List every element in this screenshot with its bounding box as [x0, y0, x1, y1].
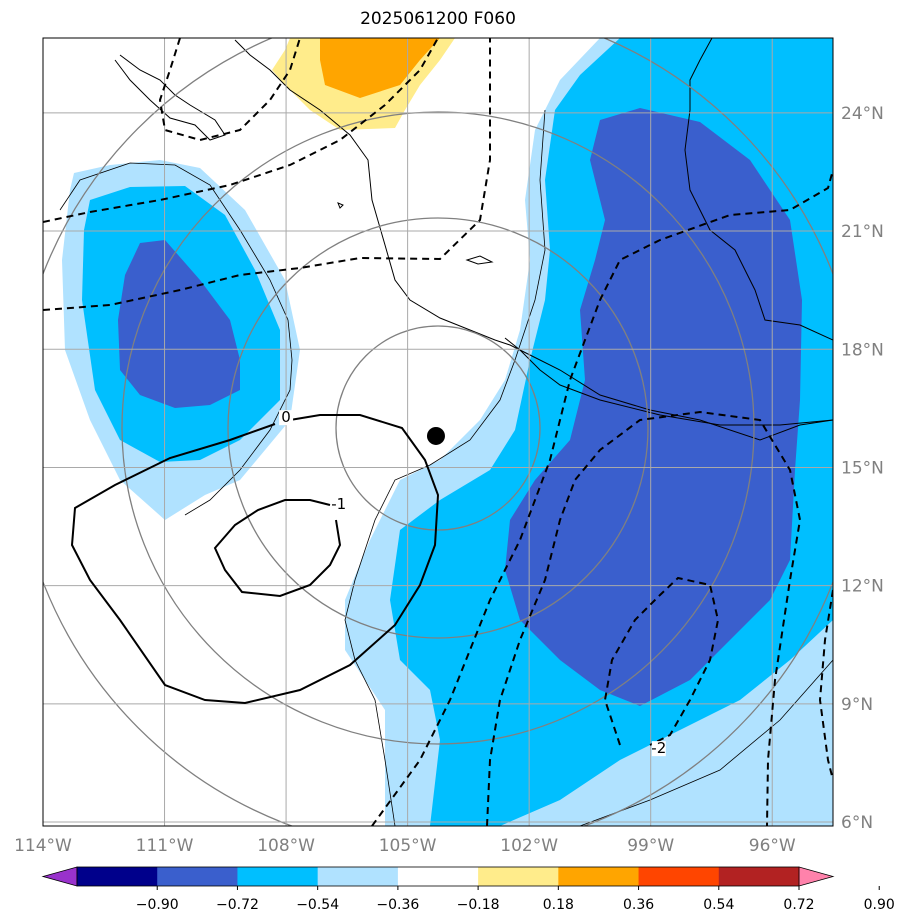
contour-labels: 0 -1 -2: [279, 408, 666, 757]
range-ring: [227, 217, 649, 639]
coastline-mexico-pacific: [234, 39, 833, 441]
colorbar-segment: [77, 867, 158, 886]
colorbar-segment: [718, 867, 800, 886]
colorbar-tick-label: −0.36: [376, 897, 419, 913]
storm-center-marker: [426, 426, 445, 445]
dashed-contour: [43, 38, 491, 311]
colorbar-tick-label: −0.72: [216, 897, 259, 913]
range-rings: [43, 38, 833, 826]
longitude-tick-label: 108°W: [257, 836, 315, 856]
contour-zero: [70, 414, 440, 705]
grid-lines: [43, 38, 833, 826]
longitude-tick-label: 111°W: [136, 836, 194, 856]
latitude-tick-label: 9°N: [841, 695, 873, 715]
filled-contours: [62, 38, 833, 826]
colorbar-segment: [317, 867, 399, 886]
dashed-contour: [371, 169, 833, 826]
latitude-tick-label: 24°N: [841, 104, 884, 124]
range-ring: [121, 111, 755, 745]
colorbar-tick-label: 0.90: [864, 897, 895, 913]
contour-label-background: [331, 496, 346, 512]
dashed-contours: [43, 38, 833, 826]
contour-label: -1: [331, 495, 346, 513]
longitude-tick-label: 102°W: [500, 836, 558, 856]
colorbar-extend-min: [41, 866, 78, 887]
solid-contours: [70, 414, 440, 705]
colorbar-tick-label: −0.18: [457, 897, 500, 913]
contour-label: 0: [281, 408, 291, 426]
coastline-baja: [114, 54, 226, 141]
map-plot-area: 0 -1 -2: [43, 38, 833, 826]
contour-minus-one: [213, 499, 342, 598]
coastline-gulf: [684, 38, 833, 341]
fill-orange: [320, 38, 440, 98]
longitude-tick-label: 99°W: [627, 836, 674, 856]
coastline-central-america: [504, 337, 833, 426]
latitude-tick-label: 12°N: [841, 577, 884, 597]
colorbar-segment: [558, 867, 640, 886]
dashed-contour: [43, 38, 439, 223]
latitude-labels: 6°N 9°N 12°N 15°N 18°N 21°N 24°N: [841, 104, 884, 833]
range-ring: [335, 325, 541, 531]
colorbar-extend-max: [798, 866, 835, 887]
colorbar-tick-label: 0.18: [543, 897, 574, 913]
contour-label-background: [651, 741, 666, 757]
colorbar-outline: [76, 866, 800, 887]
map-title: 2025061200 F060: [360, 9, 516, 29]
dashed-contour: [603, 576, 720, 746]
colorbar-tick-label: −0.54: [296, 897, 339, 913]
fill-royal-blue: [118, 240, 240, 408]
coastline-inner-thin: [344, 109, 546, 826]
coastline-east-grey-region: [59, 162, 293, 516]
fill-royal-blue: [505, 108, 802, 706]
colorbar-tick-label: 0.54: [703, 897, 734, 913]
colorbar-segment: [478, 867, 559, 886]
coastlines: [59, 38, 833, 826]
colorbar-segment: [638, 867, 720, 886]
latitude-tick-label: 6°N: [841, 813, 873, 833]
longitude-tick-label: 105°W: [379, 836, 437, 856]
contour-label: -2: [651, 739, 666, 757]
dashed-contour: [486, 410, 802, 826]
colorbar: −0.90 −0.72 −0.54 −0.36 −0.18 0.18 0.36 0.54 0.7…: [41, 866, 895, 913]
contour-label-background: [279, 410, 294, 426]
longitude-labels: 114°W 111°W 108°W 105°W 102°W 99°W 96°W: [14, 836, 796, 856]
colorbar-segment: [157, 867, 238, 886]
coastline-island: [337, 202, 344, 209]
colorbar-segment: [237, 867, 319, 886]
dashed-contour: [818, 589, 833, 781]
longitude-tick-label: 114°W: [14, 836, 72, 856]
longitude-tick-label: 96°W: [749, 836, 796, 856]
latitude-tick-label: 18°N: [841, 340, 884, 360]
colorbar-tick-label: 0.36: [623, 897, 654, 913]
coastline-southeast-thin: [579, 659, 833, 826]
latitude-tick-label: 21°N: [841, 222, 884, 242]
dashed-contour: [158, 38, 301, 142]
map-frame: [42, 37, 834, 827]
coastline-island: [465, 255, 494, 265]
colorbar-tick-label: 0.72: [783, 897, 814, 913]
colorbar-tick-label: −0.90: [136, 897, 179, 913]
colorbar-segment: [397, 867, 479, 886]
latitude-tick-label: 15°N: [841, 458, 884, 478]
